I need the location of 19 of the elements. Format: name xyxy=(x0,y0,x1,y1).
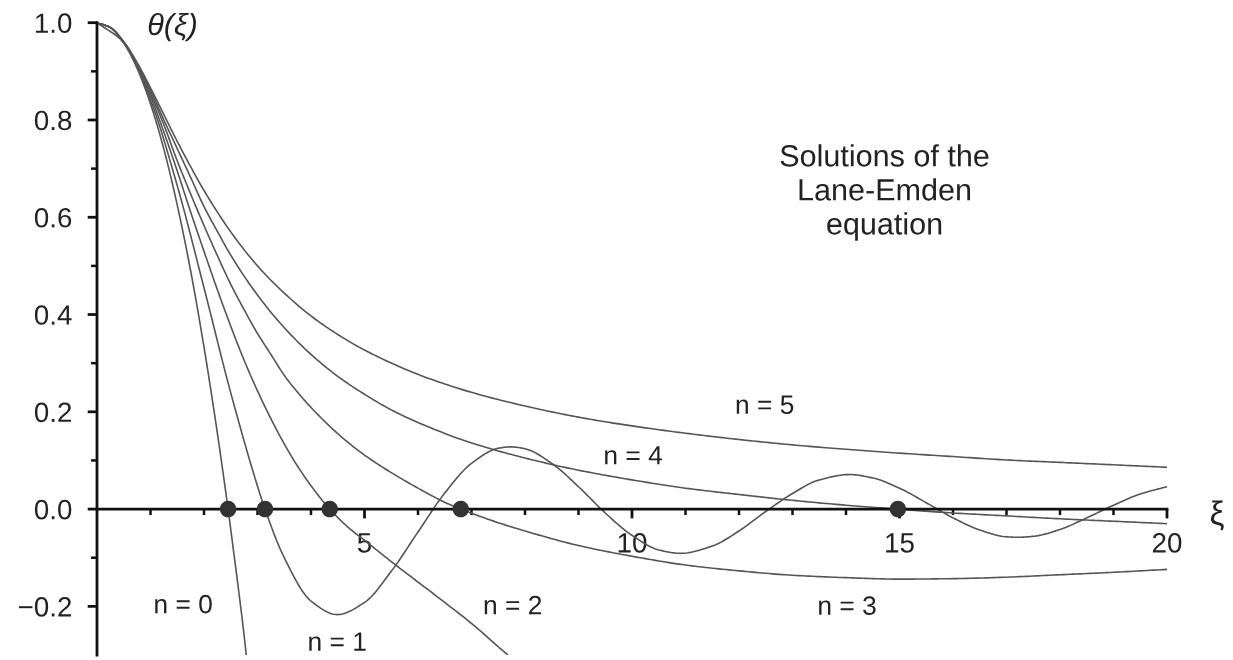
y-tick-label: 0.8 xyxy=(34,110,72,131)
x-tick-label: 15 xyxy=(886,533,914,553)
series-label: n = 1 xyxy=(309,632,366,651)
text: Solutions of the Lane-Emden equation xyxy=(780,144,989,241)
y-tick-label: 0.0 xyxy=(34,499,72,520)
series-label: n = 5 xyxy=(736,395,794,415)
series-label: n = 2 xyxy=(484,595,542,615)
x-axis-title: ξ xyxy=(1210,500,1224,531)
y-tick-label: 1.0 xyxy=(35,13,72,34)
y-tick-label: −0.2 xyxy=(18,597,72,617)
y-tick-label: 0.2 xyxy=(34,402,72,423)
x-tick-label: 20 xyxy=(1152,533,1182,553)
series-label: n = 3 xyxy=(819,596,876,615)
series-label: n = 0 xyxy=(155,594,212,614)
series-label: n = 4 xyxy=(605,446,663,465)
y-axis-title: θ(ξ) xyxy=(148,12,197,42)
x-tick-label: 10 xyxy=(618,533,647,553)
y-tick-label: 0.6 xyxy=(34,207,72,228)
y-tick-label: 0.4 xyxy=(34,305,72,325)
